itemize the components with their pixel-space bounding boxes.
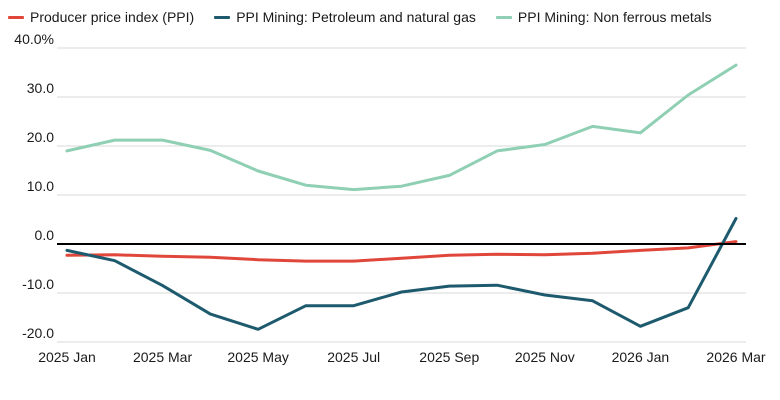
legend-item-petroleum: PPI Mining: Petroleum and natural gas	[214, 9, 476, 25]
legend: Producer price index (PPI) PPI Mining: P…	[8, 9, 712, 25]
x-tick-label: 2025 Mar	[133, 349, 192, 365]
legend-item-nonferrous: PPI Mining: Non ferrous metals	[495, 9, 712, 25]
y-tick-label: 40.0%	[14, 31, 54, 47]
legend-item-ppi: Producer price index (PPI)	[8, 9, 194, 25]
series-line-petroleum	[65, 217, 738, 331]
y-tick-label: 20.0	[27, 129, 54, 145]
y-tick-label: -20.0	[22, 325, 54, 341]
legend-label-ppi: Producer price index (PPI)	[30, 9, 195, 25]
y-tick-label: -10.0	[22, 276, 54, 292]
legend-swatch-petroleum	[214, 15, 231, 19]
legend-label-petroleum: PPI Mining: Petroleum and natural gas	[236, 9, 476, 25]
x-tick-label: 2025 Sep	[419, 349, 479, 365]
x-tick-label: 2026 Jan	[612, 349, 670, 365]
y-tick-label: 30.0	[27, 80, 54, 96]
legend-swatch-nonferrous	[495, 15, 512, 19]
x-tick-label: 2025 May	[227, 349, 288, 365]
series-line-ppi	[65, 240, 738, 263]
y-tick-label: 0.0	[35, 227, 55, 243]
legend-swatch-ppi	[8, 15, 24, 19]
x-tick-label: 2025 Jan	[38, 349, 96, 365]
series-line-nonferrous	[65, 63, 738, 192]
x-tick-label: 2026 Mar	[706, 349, 765, 365]
legend-label-nonferrous: PPI Mining: Non ferrous metals	[517, 9, 712, 25]
x-tick-label: 2025 Jul	[327, 349, 380, 365]
x-tick-label: 2025 Nov	[515, 349, 575, 365]
y-tick-label: 10.0	[27, 178, 54, 194]
